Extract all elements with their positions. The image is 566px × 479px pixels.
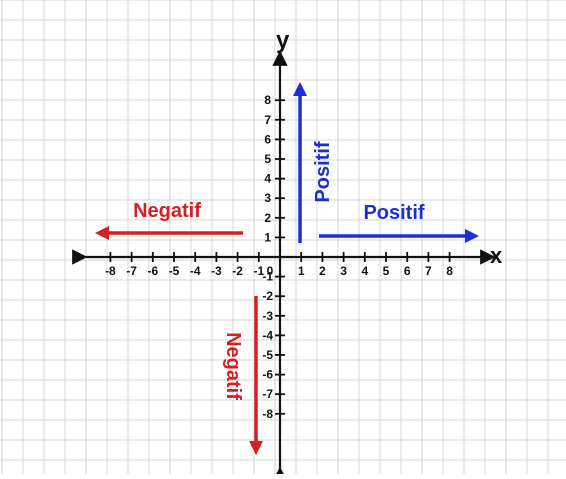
x-tick-label: -1 (253, 264, 264, 278)
y-axis-label: y (276, 27, 290, 54)
x-tick-label: -6 (147, 264, 158, 278)
y-tick-label: 7 (264, 113, 271, 127)
label-y-negative: Negatif (222, 332, 244, 400)
arrow-y-negative (249, 296, 263, 455)
y-tick-label: -2 (262, 289, 273, 303)
x-tick-label: -5 (169, 264, 180, 278)
x-tick-label: 6 (404, 264, 411, 278)
x-tick-label: 5 (383, 264, 390, 278)
x-tick-label: 2 (319, 264, 326, 278)
axis-tick-labels: -8 -7 -6 -5 -4 -3 -2 -1 1 2 3 4 5 6 7 812345678-1-2-3-4… (105, 93, 453, 421)
x-tick-label: 7 (425, 264, 432, 278)
x-tick-label: -8 (105, 264, 116, 278)
x-tick-label: 1 (298, 264, 305, 278)
x-tick-label: -2 (232, 264, 243, 278)
x-tick-label: 8 (446, 264, 453, 278)
axis-ticks (109, 99, 451, 415)
y-tick-label: -1 (262, 270, 273, 284)
arrow-x-negative (95, 226, 243, 240)
y-tick-label: -4 (262, 328, 273, 342)
arrow-y-positive (293, 82, 307, 243)
x-tick-label: -4 (190, 264, 201, 278)
y-tick-label: 8 (264, 93, 271, 107)
x-tick-label: -3 (211, 264, 222, 278)
x-tick-label: -7 (126, 264, 137, 278)
y-tick-label: -6 (262, 368, 273, 382)
y-tick-label: 1 (264, 230, 271, 244)
y-tick-label: 4 (264, 172, 271, 186)
y-tick-label: -8 (262, 407, 273, 421)
y-tick-label: -3 (262, 309, 273, 323)
label-x-negative: Negatif (133, 200, 201, 222)
y-tick-label: 5 (264, 152, 271, 166)
label-y-positive: Positif (312, 141, 334, 202)
y-tick-label: -7 (262, 387, 273, 401)
label-x-positive: Positif (363, 202, 424, 224)
y-tick-label: 2 (264, 211, 271, 225)
y-tick-label: -5 (262, 348, 273, 362)
x-tick-label: 4 (361, 264, 368, 278)
origin-label: 0 (267, 264, 274, 278)
y-tick-label: 3 (264, 191, 271, 205)
arrow-x-positive (319, 229, 479, 243)
x-axis-label: x (490, 243, 503, 268)
y-tick-label: 6 (264, 132, 271, 146)
x-tick-label: 3 (340, 264, 347, 278)
